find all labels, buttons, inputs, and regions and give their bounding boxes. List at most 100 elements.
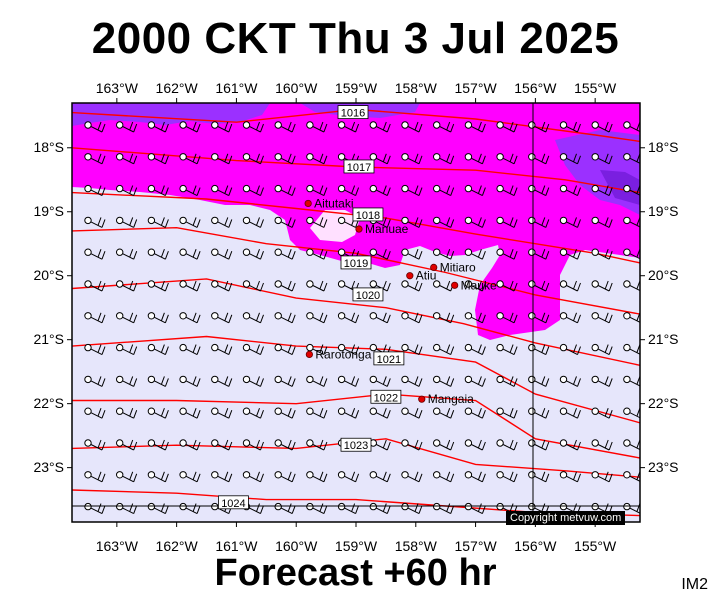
wind-barb — [306, 216, 328, 228]
wind-barb — [369, 184, 391, 197]
wind-barb — [116, 407, 138, 419]
wind-barb — [464, 343, 486, 356]
wind-barb — [559, 280, 581, 292]
lat-label-left: 21°S — [33, 330, 64, 347]
wind-barb — [179, 153, 201, 165]
lon-label-bottom: 159°W — [334, 538, 378, 554]
lat-label-right: 23°S — [648, 458, 679, 475]
wind-barb — [559, 343, 581, 356]
wind-barb — [591, 439, 613, 451]
wind-barb — [274, 153, 296, 165]
wind-barb — [306, 343, 328, 356]
wind-barb — [623, 121, 640, 133]
wind-barb — [147, 312, 169, 324]
wind-barb — [306, 121, 328, 133]
wind-barb — [369, 471, 391, 483]
wind-barb — [559, 121, 581, 133]
wind-barb — [496, 439, 518, 451]
wind-barb — [433, 502, 455, 515]
isobar-label-1019: 1019 — [340, 255, 372, 270]
wind-barb — [242, 248, 264, 260]
wind-barb — [84, 216, 106, 228]
wind-barb — [401, 184, 423, 197]
wind-barb — [179, 216, 201, 228]
wind-barb — [337, 375, 360, 387]
wind-barb — [433, 343, 455, 356]
wind-barb — [179, 375, 201, 387]
forecast-label: Forecast +60 hr — [214, 552, 497, 594]
svg-text:1024: 1024 — [221, 498, 245, 510]
wind-barb — [147, 248, 169, 260]
wind-barb — [147, 280, 169, 292]
svg-text:1021: 1021 — [377, 354, 401, 366]
wind-barb — [464, 184, 486, 197]
isobar-1023 — [72, 438, 640, 478]
wind-barb — [116, 375, 138, 387]
place-mauke: Mauke — [451, 278, 497, 292]
wind-barb — [84, 502, 106, 515]
svg-text:1023: 1023 — [344, 440, 368, 452]
wind-barb — [211, 153, 233, 165]
wind-barb — [337, 502, 360, 515]
lon-label-top: 163°W — [95, 80, 138, 96]
wind-barb — [84, 248, 106, 260]
wind-barb — [242, 280, 264, 292]
lon-label-top: 159°W — [334, 80, 378, 96]
svg-text:Mitiaro: Mitiaro — [440, 260, 476, 274]
isobar-label-1016: 1016 — [337, 105, 369, 120]
isobar-label-1020: 1020 — [352, 287, 384, 302]
isobar-label-1022: 1022 — [370, 389, 402, 404]
wind-barb — [496, 312, 518, 324]
wind-barb — [369, 248, 391, 260]
wind-barb — [147, 502, 169, 515]
lat-label-left: 23°S — [33, 458, 64, 475]
wind-barb — [401, 471, 423, 483]
wind-barb — [306, 375, 328, 387]
wind-barb — [84, 471, 106, 483]
wind-barb — [274, 343, 296, 356]
wind-barb — [306, 502, 328, 515]
wind-barb — [369, 439, 391, 451]
wind-barb — [147, 153, 169, 165]
lon-label-bottom: 163°W — [95, 538, 138, 554]
wind-barb — [623, 280, 640, 292]
wind-barb — [306, 280, 328, 292]
wind-barb — [116, 471, 138, 483]
wind-barb — [559, 184, 581, 197]
wind-barb — [179, 248, 201, 260]
wind-barb — [211, 312, 233, 324]
wind-barb — [274, 312, 296, 324]
lon-label-top: 161°W — [215, 80, 258, 96]
wind-barb — [337, 121, 360, 133]
wind-barb — [116, 280, 138, 292]
wind-barb — [496, 184, 518, 197]
wind-barb — [401, 280, 423, 292]
model-code: IM2 — [681, 576, 708, 593]
wind-barb — [274, 184, 296, 197]
wind-barb — [179, 184, 201, 197]
wind-barb — [274, 471, 296, 483]
svg-text:Aitutaki: Aitutaki — [314, 196, 353, 210]
tick-layer — [67, 98, 645, 527]
isobar-1019 — [72, 226, 640, 315]
isobar-1016 — [72, 108, 640, 143]
svg-text:1020: 1020 — [356, 290, 380, 302]
wind-barb — [116, 216, 138, 228]
wind-barb — [116, 502, 138, 515]
wind-barb — [401, 439, 423, 451]
wind-barb — [179, 312, 201, 324]
lon-label-bottom: 155°W — [574, 538, 617, 554]
wind-barb — [591, 153, 613, 165]
wind-barb — [464, 407, 486, 419]
wind-barb — [116, 439, 138, 451]
wind-barb — [337, 184, 360, 197]
wind-barb — [116, 184, 138, 197]
svg-text:Mauke: Mauke — [461, 278, 497, 292]
wind-barb — [591, 216, 613, 228]
wind-barb — [591, 407, 613, 419]
wind-barb — [591, 121, 613, 133]
place-atiu: Atiu — [406, 269, 436, 283]
isobar-label-1017: 1017 — [343, 159, 375, 174]
wind-barb — [211, 216, 233, 228]
wind-barb — [84, 375, 106, 387]
